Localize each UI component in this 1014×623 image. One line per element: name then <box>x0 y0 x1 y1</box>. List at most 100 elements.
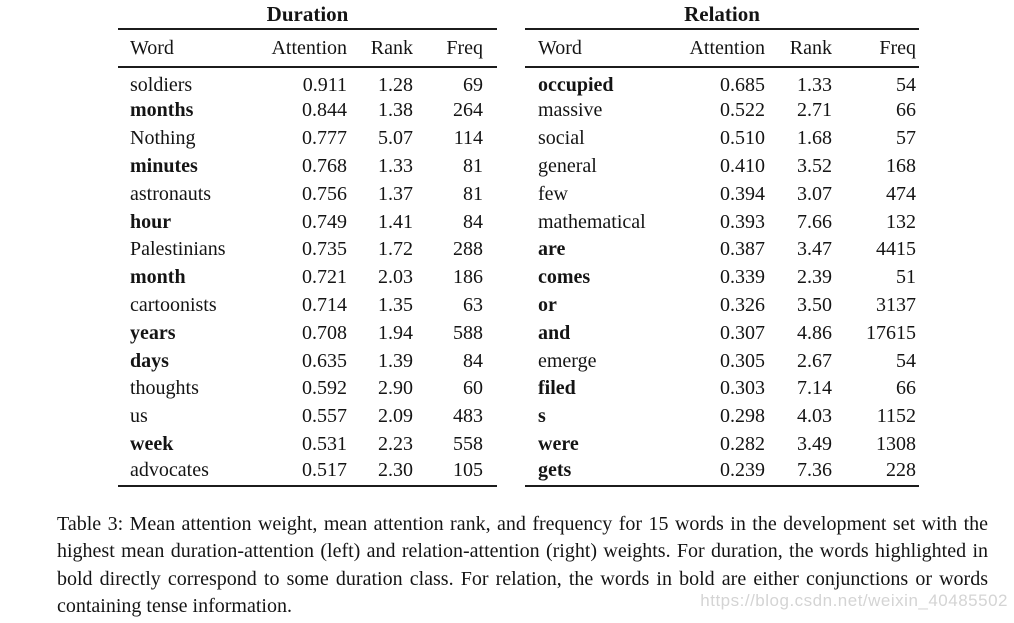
rank-cell: 2.30 <box>378 458 413 481</box>
freq-cell: 558 <box>453 432 483 455</box>
attention-cell: 0.635 <box>302 349 347 372</box>
attention-cell: 0.911 <box>302 74 347 96</box>
freq-cell: 588 <box>453 321 483 344</box>
word-cell: Palestinians <box>130 238 226 261</box>
freq-cell: 63 <box>463 293 483 316</box>
freq-cell: 51 <box>896 266 916 289</box>
freq-cell: 228 <box>886 458 916 481</box>
attention-cell: 0.410 <box>720 154 765 177</box>
relation-table-body: occupied 0.685 1.33 54 massive 0.522 2.71 66 soc… <box>525 67 919 486</box>
attention-cell: 0.531 <box>302 432 347 455</box>
freq-cell: 186 <box>453 266 483 289</box>
freq-cell: 288 <box>453 238 483 261</box>
attention-cell: 0.326 <box>720 293 765 316</box>
table-row: hour 0.749 1.41 84 <box>118 208 497 236</box>
table-row: massive 0.522 2.71 66 <box>525 97 919 125</box>
rank-cell: 1.68 <box>797 127 832 150</box>
freq-cell: 66 <box>896 99 916 122</box>
table-row: days 0.635 1.39 84 <box>118 347 497 375</box>
word-cell: are <box>538 238 566 261</box>
word-cell: and <box>538 321 571 344</box>
rank-cell: 2.23 <box>378 432 413 455</box>
table-row: Palestinians 0.735 1.72 288 <box>118 236 497 264</box>
table-row: are 0.387 3.47 4415 <box>525 236 919 264</box>
relation-table-header: Word Attention Rank Freq <box>525 29 919 67</box>
freq-cell: 1308 <box>876 432 916 455</box>
freq-cell: 168 <box>886 154 916 177</box>
table-caption: Table 3: Mean attention weight, mean att… <box>57 513 988 617</box>
relation-table-panel: Relation Word Attention Rank Freq occupi… <box>525 2 919 488</box>
attention-cell: 0.339 <box>720 266 765 289</box>
attention-cell: 0.282 <box>720 432 765 455</box>
header-row: Word Attention Rank Freq <box>525 29 919 67</box>
rank-cell: 1.33 <box>378 154 413 177</box>
table-row: week 0.531 2.23 558 <box>118 431 497 459</box>
table-row: filed 0.303 7.14 66 <box>525 375 919 403</box>
relation-table-title: Relation <box>684 2 760 26</box>
word-cell: months <box>130 99 194 122</box>
attention-cell: 0.522 <box>720 99 765 122</box>
attention-cell: 0.749 <box>302 210 347 233</box>
word-cell: filed <box>538 377 576 400</box>
attention-cell: 0.756 <box>302 182 347 205</box>
freq-cell: 1152 <box>876 405 916 428</box>
attention-cell: 0.393 <box>720 210 765 233</box>
word-cell: massive <box>538 99 603 122</box>
duration-table-body: soldiers 0.911 1.28 69 months 0.844 1.38 264 Not… <box>118 67 497 486</box>
rank-cell: 7.14 <box>797 377 832 400</box>
rank-cell: 7.66 <box>797 210 832 233</box>
word-cell: astronauts <box>130 182 212 205</box>
attention-cell: 0.768 <box>302 154 347 177</box>
table-row: minutes 0.768 1.33 81 <box>118 153 497 181</box>
freq-cell: 264 <box>453 99 483 122</box>
word-cell: s <box>538 405 546 428</box>
duration-table: Word Attention Rank Freq soldiers 0.911 1.… <box>118 28 497 488</box>
column-header-attention: Attention <box>271 36 347 59</box>
freq-cell: 57 <box>896 127 916 150</box>
table-row: month 0.721 2.03 186 <box>118 264 497 292</box>
rank-cell: 3.47 <box>797 238 832 261</box>
word-cell: month <box>130 266 186 289</box>
table-row: months 0.844 1.38 264 <box>118 97 497 125</box>
table-row: years 0.708 1.94 588 <box>118 319 497 347</box>
word-cell: hour <box>130 210 172 233</box>
table-row: emerge 0.305 2.67 54 <box>525 347 919 375</box>
word-cell: cartoonists <box>130 293 217 316</box>
freq-cell: 69 <box>463 74 483 96</box>
freq-cell: 483 <box>453 405 483 428</box>
table-row: general 0.410 3.52 168 <box>525 153 919 181</box>
freq-cell: 84 <box>463 349 483 372</box>
freq-cell: 105 <box>453 458 483 481</box>
word-cell: us <box>130 405 148 428</box>
column-header-freq: Freq <box>446 36 483 59</box>
word-cell: gets <box>538 458 572 481</box>
table-row: occupied 0.685 1.33 54 <box>525 67 919 97</box>
word-cell: thoughts <box>130 377 199 400</box>
rank-cell: 2.09 <box>378 405 413 428</box>
freq-cell: 17615 <box>866 321 916 344</box>
duration-table-header: Word Attention Rank Freq <box>118 29 497 67</box>
attention-cell: 0.387 <box>720 238 765 261</box>
table-row: mathematical 0.393 7.66 132 <box>525 208 919 236</box>
header-row: Word Attention Rank Freq <box>118 29 497 67</box>
attention-cell: 0.708 <box>302 321 347 344</box>
word-cell: comes <box>538 266 591 289</box>
attention-cell: 0.394 <box>720 182 765 205</box>
table-row: comes 0.339 2.39 51 <box>525 264 919 292</box>
freq-cell: 3137 <box>876 293 916 316</box>
word-cell: social <box>538 127 585 150</box>
column-header-rank: Rank <box>370 36 413 59</box>
attention-cell: 0.517 <box>302 458 347 481</box>
rank-cell: 4.86 <box>797 321 832 344</box>
freq-cell: 60 <box>463 377 483 400</box>
rank-cell: 3.49 <box>797 432 832 455</box>
rank-cell: 3.52 <box>797 154 832 177</box>
attention-cell: 0.305 <box>720 349 765 372</box>
table-row: or 0.326 3.50 3137 <box>525 292 919 320</box>
word-cell: or <box>538 293 557 316</box>
rank-cell: 1.41 <box>378 210 413 233</box>
rank-cell: 3.50 <box>797 293 832 316</box>
rank-cell: 4.03 <box>797 405 832 428</box>
attention-cell: 0.777 <box>302 127 347 150</box>
